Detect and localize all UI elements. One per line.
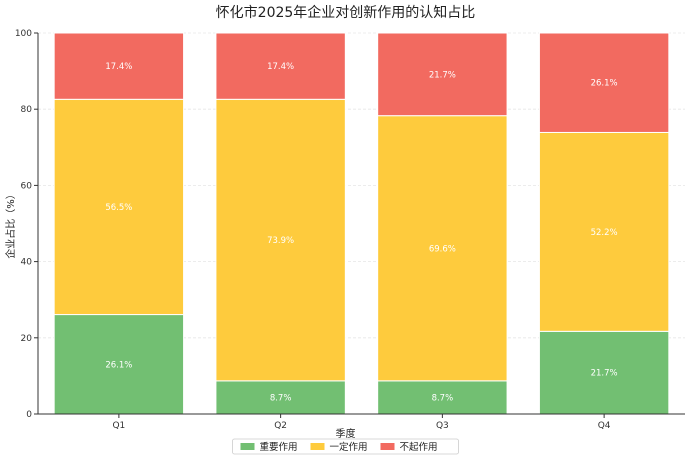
data-label: 69.6% [429, 244, 456, 254]
legend-frame [232, 438, 459, 455]
bar-segment [53, 314, 185, 415]
bar-segment [377, 32, 508, 117]
y-tick-label: 80 [21, 105, 33, 115]
legend-swatch [380, 443, 395, 450]
data-label: 8.7% [270, 393, 292, 403]
x-tick-label: Q2 [274, 421, 287, 431]
data-label: 26.1% [591, 79, 618, 89]
bar-segment [215, 32, 346, 100]
x-tick-label: Q1 [112, 421, 125, 431]
data-label: 17.4% [267, 62, 294, 72]
legend-swatch [310, 443, 325, 450]
legend-label: 不起作用 [400, 441, 438, 453]
y-tick-label: 100 [15, 29, 32, 39]
data-label: 21.7% [429, 70, 456, 80]
legend: 重要作用 一定作用 不起作用 [232, 438, 459, 455]
y-tick-label: 20 [21, 334, 33, 344]
y-axis-label: 企业占比（%） [4, 189, 17, 259]
bar-segment [215, 380, 346, 415]
x-tick-label: Q3 [436, 421, 449, 431]
data-label: 56.5% [105, 203, 132, 213]
legend-label: 一定作用 [330, 441, 368, 453]
bars: 26.1% 56.5% 17.4% 8.7% 73.9% 17.4% 8.7% 69.6% 21… [53, 32, 670, 415]
x-axis-label: 季度 [336, 427, 356, 440]
y-tick-label: 0 [26, 410, 32, 420]
legend-swatch [240, 443, 255, 450]
chart-title: 怀化市2025年企业对创新作用的认知占比 [216, 4, 476, 21]
legend-label: 重要作用 [260, 441, 298, 453]
data-label: 52.2% [591, 228, 618, 238]
axes: 0 20 40 60 80 100 Q1 Q2 Q3 Q4 [15, 29, 685, 431]
data-label: 26.1% [105, 360, 132, 370]
data-label: 17.4% [105, 62, 132, 72]
x-tick-label: Q4 [598, 421, 611, 431]
bar-segment [53, 32, 185, 100]
data-label: 8.7% [432, 393, 454, 403]
bar-segment [538, 131, 670, 332]
bar-segment [538, 32, 670, 133]
bar-segment [215, 98, 346, 382]
y-tick-label: 60 [21, 181, 33, 191]
data-label: 21.7% [591, 369, 618, 379]
bar-segment [377, 380, 508, 415]
bar-segment [377, 115, 508, 382]
y-tick-label: 40 [21, 258, 33, 268]
data-label: 73.9% [267, 236, 294, 246]
